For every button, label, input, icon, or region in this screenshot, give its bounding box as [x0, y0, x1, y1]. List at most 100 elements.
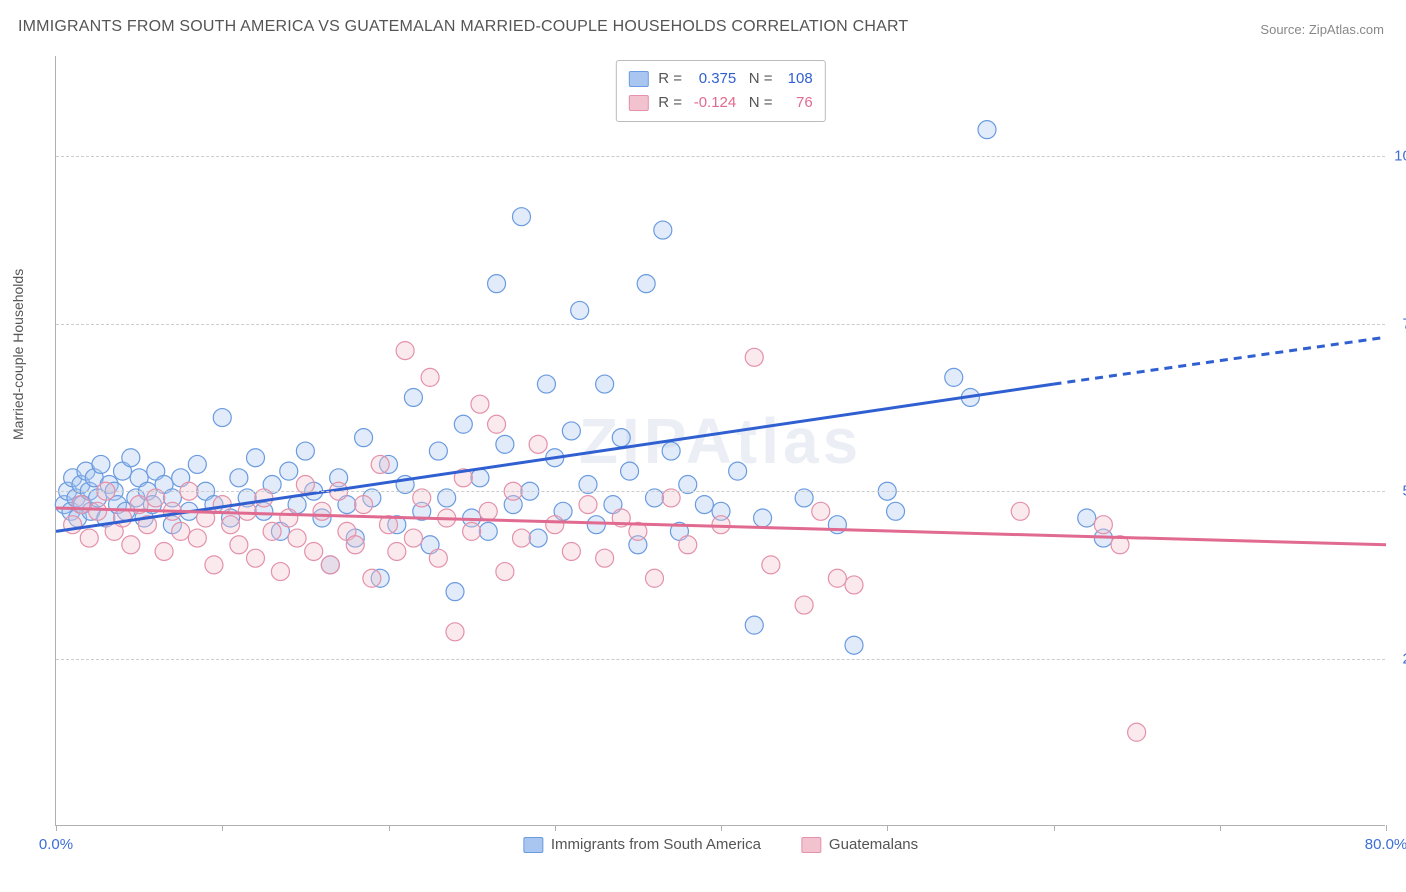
scatter-point	[80, 529, 98, 547]
scatter-point	[546, 516, 564, 534]
scatter-point	[388, 542, 406, 560]
scatter-point	[537, 375, 555, 393]
source-label: Source:	[1260, 22, 1305, 37]
scatter-point	[695, 496, 713, 514]
bottom-legend-label: Immigrants from South America	[551, 836, 761, 853]
legend-stats-row: R = -0.124 N = 76	[628, 91, 812, 115]
x-tick-mark	[56, 825, 57, 831]
scatter-point	[263, 522, 281, 540]
scatter-point	[305, 542, 323, 560]
scatter-point	[579, 496, 597, 514]
scatter-point	[346, 536, 364, 554]
scatter-point	[230, 536, 248, 554]
bottom-legend: Immigrants from South America Guatemalans	[523, 836, 918, 853]
scatter-point	[488, 275, 506, 293]
scatter-point	[404, 529, 422, 547]
scatter-point	[845, 636, 863, 654]
x-tick-mark	[1220, 825, 1221, 831]
scatter-point	[230, 469, 248, 487]
scatter-point	[471, 469, 489, 487]
scatter-point	[122, 449, 140, 467]
scatter-point	[529, 435, 547, 453]
y-tick-label: 100.0%	[1393, 148, 1406, 165]
scatter-point	[795, 596, 813, 614]
scatter-point	[637, 275, 655, 293]
legend-swatch-icon	[801, 837, 821, 853]
scatter-point	[205, 556, 223, 574]
scatter-point	[396, 342, 414, 360]
scatter-point	[371, 455, 389, 473]
scatter-point	[529, 529, 547, 547]
scatter-point	[213, 409, 231, 427]
scatter-point	[479, 502, 497, 520]
scatter-point	[562, 422, 580, 440]
scatter-point	[355, 429, 373, 447]
scatter-point	[887, 502, 905, 520]
x-tick-mark	[555, 825, 556, 831]
scatter-point	[296, 442, 314, 460]
scatter-point	[247, 549, 265, 567]
source-attribution: Source: ZipAtlas.com	[1260, 22, 1384, 37]
chart-plot-area: ZIPAtlas R = 0.375 N = 108R = -0.124 N =…	[55, 56, 1385, 826]
scatter-point	[729, 462, 747, 480]
regression-line-extrapolated	[1054, 337, 1387, 384]
gridline-h	[56, 491, 1385, 492]
gridline-h	[56, 659, 1385, 660]
scatter-point	[446, 623, 464, 641]
scatter-point	[513, 529, 531, 547]
legend-swatch-icon	[628, 71, 648, 87]
scatter-point	[612, 429, 630, 447]
x-tick-mark	[1386, 825, 1387, 831]
scatter-point	[363, 569, 381, 587]
y-axis-label: Married-couple Households	[10, 269, 26, 440]
x-tick-mark	[721, 825, 722, 831]
scatter-point	[89, 502, 107, 520]
scatter-point	[463, 522, 481, 540]
legend-stats-row: R = 0.375 N = 108	[628, 67, 812, 91]
gridline-h	[56, 156, 1385, 157]
chart-title: IMMIGRANTS FROM SOUTH AMERICA VS GUATEMA…	[18, 18, 908, 36]
scatter-point	[754, 509, 772, 527]
scatter-point	[155, 542, 173, 560]
x-tick-mark	[389, 825, 390, 831]
scatter-plot-svg	[56, 56, 1385, 825]
scatter-point	[280, 509, 298, 527]
scatter-point	[596, 375, 614, 393]
legend-stats-text: R = 0.375 N = 108	[658, 67, 812, 91]
scatter-point	[945, 368, 963, 386]
scatter-point	[429, 549, 447, 567]
scatter-point	[122, 536, 140, 554]
scatter-point	[404, 388, 422, 406]
scatter-point	[429, 442, 447, 460]
y-tick-label: 50.0%	[1393, 483, 1406, 500]
legend-stats-box: R = 0.375 N = 108R = -0.124 N = 76	[615, 60, 825, 122]
scatter-point	[247, 449, 265, 467]
scatter-point	[288, 529, 306, 547]
scatter-point	[562, 542, 580, 560]
scatter-point	[172, 522, 190, 540]
legend-stats-text: R = -0.124 N = 76	[658, 91, 812, 115]
scatter-point	[188, 455, 206, 473]
scatter-point	[222, 516, 240, 534]
legend-swatch-icon	[628, 95, 648, 111]
scatter-point	[471, 395, 489, 413]
scatter-point	[313, 502, 331, 520]
scatter-point	[1094, 516, 1112, 534]
scatter-point	[621, 462, 639, 480]
bottom-legend-label: Guatemalans	[829, 836, 918, 853]
scatter-point	[280, 462, 298, 480]
x-tick-mark	[1054, 825, 1055, 831]
scatter-point	[271, 563, 289, 581]
scatter-point	[72, 496, 90, 514]
y-tick-label: 25.0%	[1393, 650, 1406, 667]
scatter-point	[654, 221, 672, 239]
x-tick-label-left: 0.0%	[39, 836, 73, 853]
y-tick-label: 75.0%	[1393, 315, 1406, 332]
scatter-point	[762, 556, 780, 574]
x-tick-mark	[222, 825, 223, 831]
scatter-point	[421, 368, 439, 386]
source-link[interactable]: ZipAtlas.com	[1309, 22, 1384, 37]
x-tick-label-right: 80.0%	[1365, 836, 1406, 853]
scatter-point	[1128, 723, 1146, 741]
scatter-point	[496, 435, 514, 453]
